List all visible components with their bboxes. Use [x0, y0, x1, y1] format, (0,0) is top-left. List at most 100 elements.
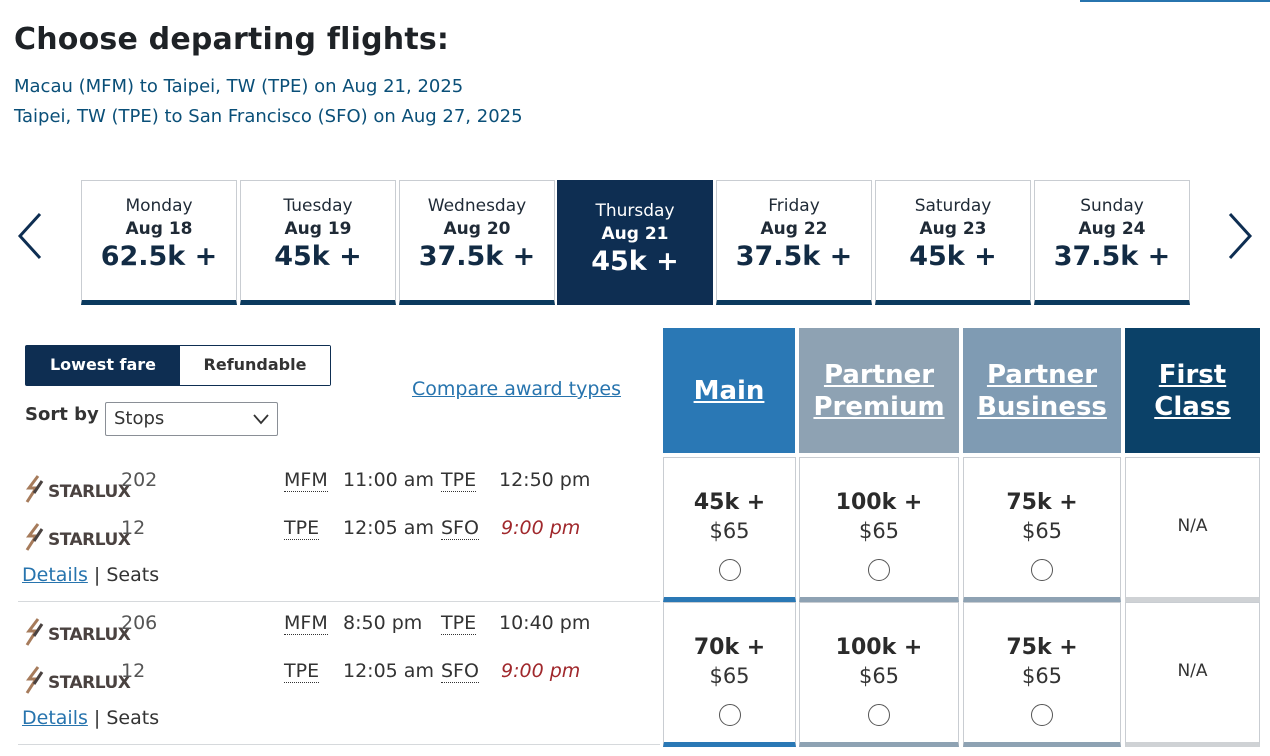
arrival-time: 12:50 pm: [499, 469, 591, 491]
chevron-down-icon: [253, 414, 269, 425]
chevron-left-icon: [17, 212, 42, 260]
sort-select[interactable]: Stops: [105, 402, 278, 436]
date-tab-points: 45k +: [909, 241, 997, 272]
next-dates-button[interactable]: [1222, 208, 1258, 264]
departure-time: 12:05 am: [343, 660, 434, 682]
fare-cell-partner-premium[interactable]: 100k + $65: [799, 602, 959, 747]
origin-airport[interactable]: MFM: [284, 612, 328, 635]
cabin-header-label-line1: Partner: [823, 359, 935, 390]
date-tab-weekday: Monday: [125, 196, 193, 216]
date-tab-date: Aug 24: [1078, 219, 1146, 239]
fare-not-available: N/A: [1177, 516, 1208, 536]
starlux-logo: STARLUX: [24, 666, 131, 694]
fare-cell-first-class: N/A: [1125, 602, 1260, 747]
seats-link[interactable]: Seats: [106, 564, 160, 586]
origin-airport[interactable]: TPE: [284, 660, 320, 683]
date-tab-points: 37.5k +: [735, 241, 853, 272]
flight-number: 12: [121, 517, 146, 539]
cabin-header-partner-business[interactable]: Partner Business: [963, 328, 1121, 453]
link-separator: |: [93, 707, 101, 729]
seats-link[interactable]: Seats: [106, 707, 160, 729]
destination-airport[interactable]: SFO: [441, 660, 479, 683]
starlux-logo-text: STARLUX: [48, 625, 131, 645]
cabin-header-label-line2: Business: [977, 391, 1107, 422]
date-tab-date: Aug 21: [601, 224, 669, 244]
row-divider: [18, 744, 660, 745]
date-tab-date: Aug 18: [125, 219, 193, 239]
date-tab-aug-18[interactable]: Monday Aug 18 62.5k +: [81, 180, 237, 305]
date-tab-weekday: Tuesday: [283, 196, 353, 216]
cabin-header-label-line2: Premium: [813, 391, 945, 422]
flight-row-links: Details | Seats: [22, 564, 159, 586]
fare-cash: $65: [709, 664, 750, 688]
cabin-header-label-line2: Class: [1154, 391, 1231, 422]
date-tab-aug-20[interactable]: Wednesday Aug 20 37.5k +: [399, 180, 555, 305]
date-tab-points: 45k +: [274, 241, 362, 272]
fare-points: 45k +: [693, 490, 766, 515]
fare-points: 75k +: [1006, 635, 1078, 660]
fare-radio[interactable]: [1031, 704, 1053, 726]
date-tab-points: 62.5k +: [100, 241, 218, 272]
details-link[interactable]: Details: [22, 564, 88, 586]
flight-number: 12: [121, 660, 146, 682]
fare-radio[interactable]: [1031, 559, 1053, 581]
fare-cash: $65: [858, 664, 900, 688]
fare-cash: $65: [1021, 519, 1063, 543]
cabin-header-main[interactable]: Main: [663, 328, 795, 453]
previous-dates-button[interactable]: [12, 208, 48, 264]
cabin-header-label-line1: First: [1158, 359, 1227, 390]
fare-cell-main[interactable]: 70k + $65: [663, 602, 796, 747]
fare-type-toggle: Lowest fare Refundable: [25, 345, 331, 386]
fare-radio[interactable]: [718, 559, 741, 581]
fare-points: 100k +: [835, 490, 923, 515]
route-segment-1: Macau (MFM) to Taipei, TW (TPE) on Aug 2…: [14, 76, 464, 97]
fare-cash: $65: [1021, 664, 1063, 688]
details-link[interactable]: Details: [22, 707, 88, 729]
date-tab-aug-21-selected[interactable]: Thursday Aug 21 45k +: [557, 180, 713, 305]
date-tab-weekday: Thursday: [595, 201, 675, 221]
fare-points: 70k +: [693, 635, 766, 660]
origin-airport[interactable]: TPE: [284, 517, 320, 540]
refundable-option[interactable]: Refundable: [180, 346, 330, 385]
route-segment-2: Taipei, TW (TPE) to San Francisco (SFO) …: [14, 106, 523, 127]
fare-cash: $65: [858, 519, 900, 543]
fare-cell-partner-business[interactable]: 75k + $65: [963, 602, 1121, 747]
compare-award-types-link[interactable]: Compare award types: [412, 378, 621, 400]
cabin-header-first-class[interactable]: First Class: [1125, 328, 1260, 453]
fare-radio[interactable]: [718, 704, 741, 726]
destination-airport[interactable]: TPE: [441, 612, 477, 635]
date-tab-weekday: Saturday: [914, 196, 992, 216]
date-tab-aug-22[interactable]: Friday Aug 22 37.5k +: [716, 180, 872, 305]
origin-airport[interactable]: MFM: [284, 469, 328, 492]
fare-radio[interactable]: [868, 559, 890, 581]
fare-points: 75k +: [1006, 490, 1078, 515]
fare-cell-main[interactable]: 45k + $65: [663, 457, 796, 602]
fare-points: 100k +: [835, 635, 923, 660]
lowest-fare-option[interactable]: Lowest fare: [26, 346, 180, 385]
starlux-logo: STARLUX: [24, 475, 131, 503]
date-tab-aug-23[interactable]: Saturday Aug 23 45k +: [875, 180, 1031, 305]
fare-cell-partner-premium[interactable]: 100k + $65: [799, 457, 959, 602]
flight-number: 206: [121, 612, 158, 634]
starlux-logo-text: STARLUX: [48, 530, 131, 550]
date-tab-date: Aug 23: [919, 219, 987, 239]
date-tab-aug-24[interactable]: Sunday Aug 24 37.5k +: [1034, 180, 1190, 305]
date-tab-weekday: Friday: [768, 196, 820, 216]
fare-cash: $65: [709, 519, 750, 543]
cabin-header-label-line1: Partner: [986, 359, 1098, 390]
fare-cell-partner-business[interactable]: 75k + $65: [963, 457, 1121, 602]
starlux-mark-icon: [25, 666, 44, 694]
page-title: Choose departing flights:: [14, 22, 450, 57]
date-tab-date: Aug 19: [284, 219, 352, 239]
date-tab-aug-19[interactable]: Tuesday Aug 19 45k +: [240, 180, 396, 305]
arrival-time: 10:40 pm: [499, 612, 591, 634]
destination-airport[interactable]: SFO: [441, 517, 479, 540]
destination-airport[interactable]: TPE: [441, 469, 477, 492]
cabin-header-partner-premium[interactable]: Partner Premium: [799, 328, 959, 453]
fare-not-available: N/A: [1177, 661, 1208, 681]
fare-cell-first-class: N/A: [1125, 457, 1260, 602]
date-tab-weekday: Sunday: [1080, 196, 1144, 216]
starlux-mark-icon: [25, 475, 44, 503]
departure-time: 12:05 am: [343, 517, 434, 539]
fare-radio[interactable]: [868, 704, 890, 726]
